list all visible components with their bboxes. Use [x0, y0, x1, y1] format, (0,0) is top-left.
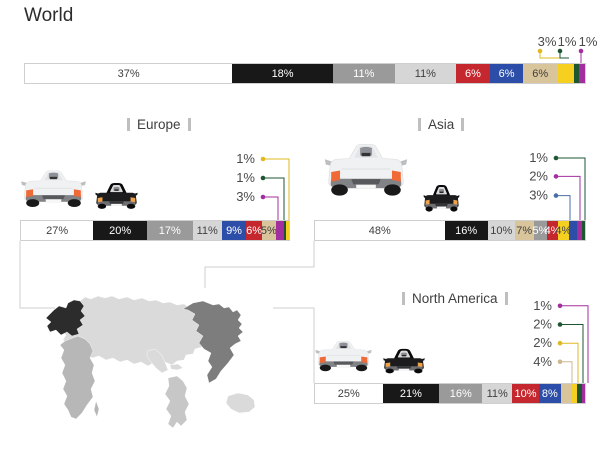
svg-text:1%: 1% [236, 151, 255, 166]
svg-text:3%: 3% [529, 188, 548, 203]
svg-text:4%: 4% [533, 354, 552, 369]
svg-text:2%: 2% [533, 317, 552, 332]
svg-text:2%: 2% [529, 168, 548, 183]
svg-text:1%: 1% [529, 150, 548, 165]
svg-text:3%: 3% [538, 34, 557, 49]
svg-text:2%: 2% [533, 335, 552, 350]
svg-text:1%: 1% [533, 298, 552, 313]
svg-text:3%: 3% [236, 189, 255, 204]
svg-text:1%: 1% [236, 170, 255, 185]
svg-text:1%: 1% [579, 34, 598, 49]
svg-text:1%: 1% [558, 34, 577, 49]
